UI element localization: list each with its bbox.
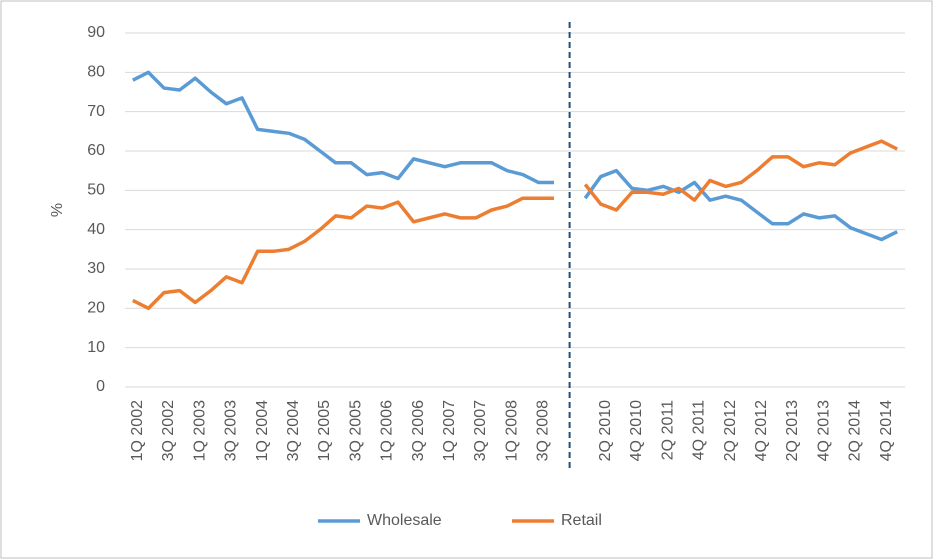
x-tick-label: 2Q 2014 [847,400,864,461]
x-tick-label: 1Q 2003 [191,400,208,461]
y-tick-label: 0 [96,378,105,395]
x-tick-label: 4Q 2012 [753,400,770,461]
data-line [132,70,898,242]
y-tick-label: 50 [87,182,105,199]
x-tick-label: 1Q 2006 [379,400,396,461]
x-tick-label: 3Q 2008 [535,400,552,461]
y-tick-label: 20 [87,300,105,317]
data-line [132,139,898,311]
x-tick-label: 2Q 2010 [597,400,614,461]
x-tick-label: 3Q 2007 [472,400,489,461]
x-tick-label: 2Q 2012 [722,400,739,461]
x-tick-label: 3Q 2003 [223,400,240,461]
x-tick-label: 1Q 2008 [503,400,520,461]
x-tick-label: 2Q 2013 [784,400,801,461]
x-tick-label: 3Q 2005 [347,400,364,461]
x-tick-label: 1Q 2004 [254,400,271,461]
y-tick-label: 70 [87,103,105,120]
legend-label: Retail [561,512,602,529]
x-tick-label: 3Q 2002 [160,400,177,461]
x-tick-label: 1Q 2007 [441,400,458,461]
y-tick-label: 80 [87,64,105,81]
x-tick-label: 2Q 2011 [659,400,676,460]
x-tick-label: 4Q 2011 [691,400,708,460]
x-tick-label: 4Q 2010 [628,400,645,461]
x-tick-label: 3Q 2006 [410,400,427,461]
x-tick-label: 1Q 2005 [316,400,333,461]
y-tick-label: 60 [87,142,105,159]
x-tick-label: 3Q 2004 [285,400,302,461]
x-tick-label: 4Q 2013 [815,400,832,461]
y-tick-label: 40 [87,221,105,238]
y-tick-label: 10 [87,339,105,356]
legend-label: Wholesale [367,512,442,529]
y-tick-label: 30 [87,260,105,277]
x-tick-label: 4Q 2014 [878,400,895,461]
y-tick-label: 90 [87,24,105,41]
x-tick-label: 1Q 2002 [129,400,146,461]
y-axis-label: % [49,203,66,217]
